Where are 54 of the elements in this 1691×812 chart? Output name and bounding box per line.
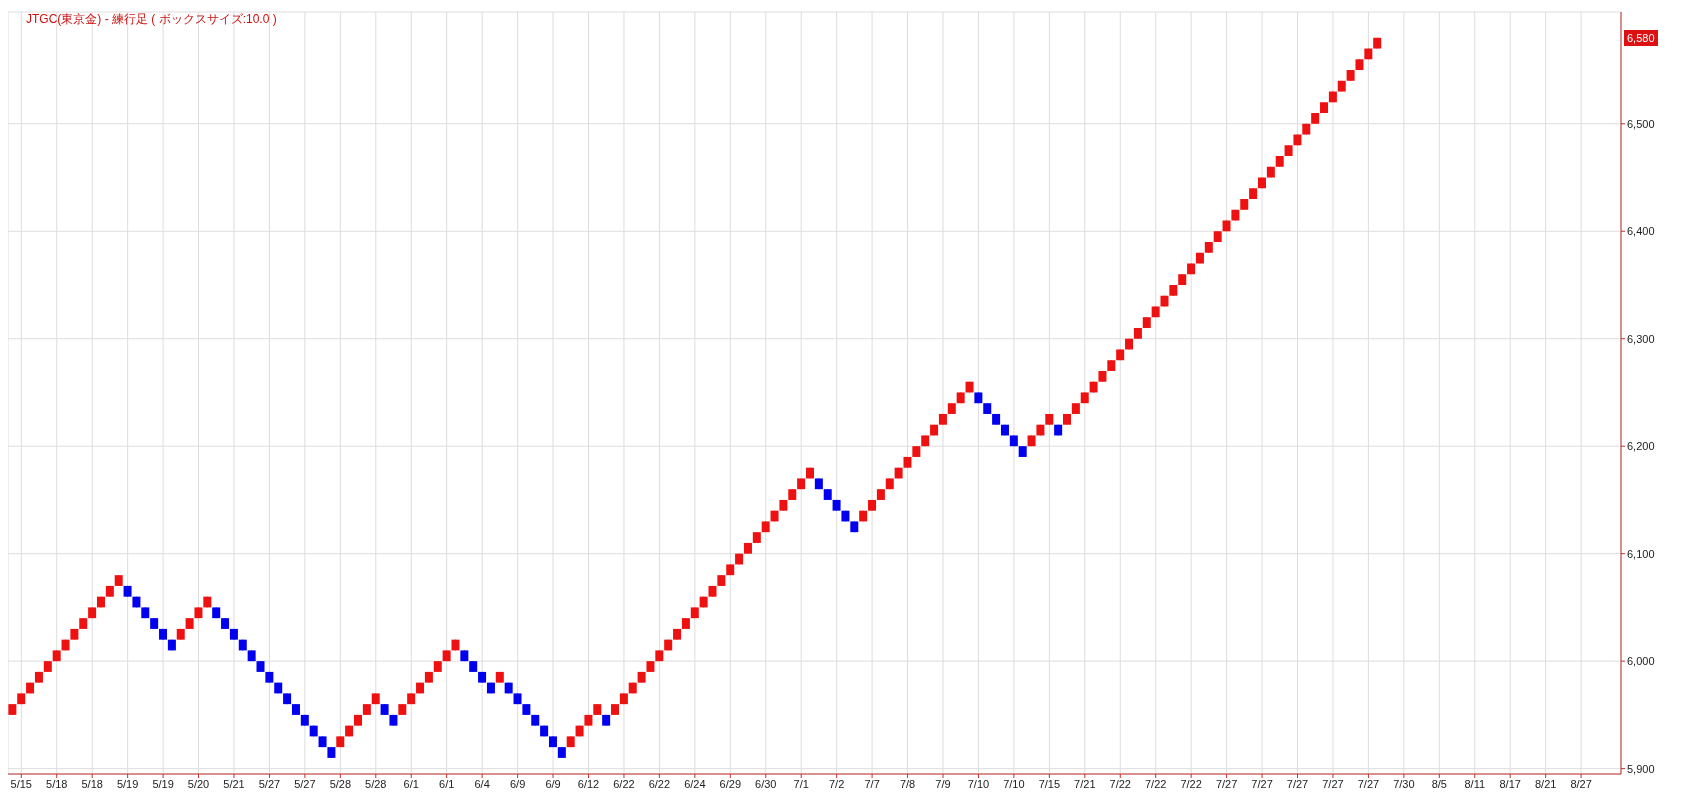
x-tick-label: 6/30	[755, 777, 777, 790]
x-tick-label: 6/22	[613, 777, 635, 790]
x-tick-label: 6/1	[403, 777, 419, 790]
annotation: 6,580	[1624, 29, 1658, 46]
x-tick-label: 6/24	[684, 777, 706, 790]
x-tick-label: 7/21	[1074, 777, 1096, 790]
y-tick-label: 6,000	[1627, 655, 1655, 668]
x-tick-label: 8/5	[1431, 777, 1447, 790]
y-tick-label: 6,300	[1627, 332, 1655, 345]
x-tick-label: 5/27	[294, 777, 316, 790]
x-tick-label: 7/27	[1215, 777, 1238, 790]
x-tick-label: 7/27	[1286, 777, 1309, 790]
x-tick-label: 7/22	[1145, 777, 1167, 790]
x-tick-label: 8/21	[1534, 777, 1557, 790]
x-tick-label: 5/18	[81, 777, 103, 790]
x-tick-label: 7/15	[1038, 777, 1061, 790]
x-tick-label: 5/19	[152, 777, 174, 790]
x-tick-label: 6/9	[545, 777, 561, 790]
y-tick-label: 6,400	[1627, 225, 1655, 238]
x-tick-label: 7/8	[899, 777, 916, 790]
x-tick-label: 8/27	[1570, 777, 1592, 790]
x-tick-label: 5/18	[46, 777, 68, 790]
x-tick-label: 7/22	[1109, 777, 1131, 790]
x-tick-label: 6/9	[509, 777, 526, 790]
y-tick-label: 6,200	[1627, 440, 1655, 453]
x-tick-label: 5/27	[258, 777, 281, 790]
x-tick-label: 7/7	[864, 777, 880, 790]
x-tick-label: 7/27	[1322, 777, 1344, 790]
x-tick-label: 8/11	[1464, 777, 1486, 790]
y-tick-label: 5,900	[1627, 762, 1655, 775]
x-tick-label: 5/15	[10, 777, 32, 790]
x-tick-label: 7/10	[967, 777, 990, 790]
x-tick-label: 6/12	[577, 777, 600, 790]
x-tick-label: 7/2	[829, 777, 845, 790]
chart-title: JTGC(東京金) - 練行足 ( ボックスサイズ:10.0 )	[26, 11, 277, 28]
x-tick-label: 5/21	[223, 777, 245, 790]
x-tick-label: 7/27	[1357, 777, 1380, 790]
x-tick-label: 6/29	[719, 777, 742, 790]
x-tick-label: 5/19	[116, 777, 139, 790]
x-tick-label: 7/9	[935, 777, 951, 790]
x-tick-label: 5/28	[365, 777, 387, 790]
y-tick-label: 6,500	[1627, 117, 1655, 130]
x-tick-label: 7/1	[793, 777, 809, 790]
x-tick-label: 5/20	[187, 777, 210, 790]
x-tick-label: 7/22	[1180, 777, 1202, 790]
y-tick-label: 6,100	[1627, 547, 1655, 560]
x-tick-label: 7/10	[1003, 777, 1025, 790]
x-tick-label: 8/17	[1499, 777, 1521, 790]
x-tick-label: 7/30	[1393, 777, 1415, 790]
x-tick-label: 5/28	[329, 777, 352, 790]
x-tick-label: 6/4	[474, 777, 490, 790]
x-tick-label: 7/27	[1251, 777, 1273, 790]
x-tick-label: 6/1	[439, 777, 455, 790]
x-tick-label: 6/22	[648, 777, 671, 790]
